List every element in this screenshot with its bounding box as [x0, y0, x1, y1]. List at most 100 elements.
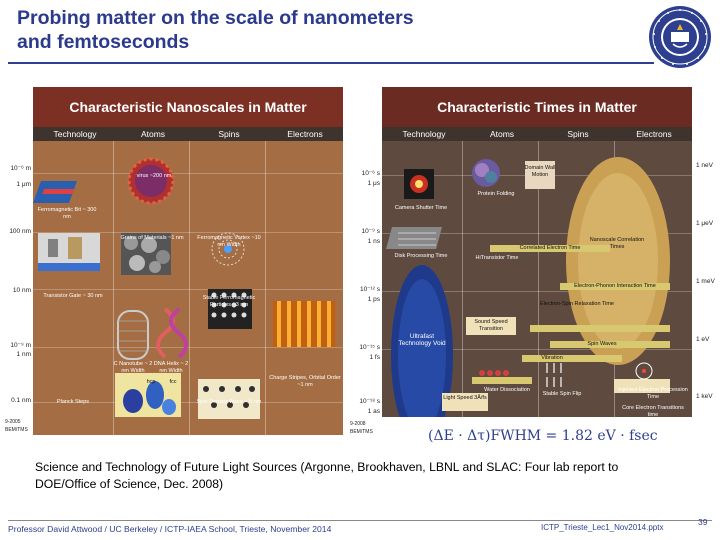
footer-filename: ICTP_Trieste_Lec1_Nov2014.pptx: [541, 523, 664, 532]
footer-rule: [8, 520, 712, 521]
grid-line: [538, 141, 539, 417]
label-light-speed: Light Speed 3Å/fs: [443, 395, 487, 401]
label-electron-spin: Electron-Spin Relaxation Time: [540, 301, 614, 307]
left-axis-100nm: 100 nm: [9, 228, 31, 235]
slide-title-line2: and femtoseconds: [17, 31, 190, 53]
label-water-dissociation: Water Dissociation: [484, 387, 530, 393]
label-precession: Injected Electron Precession Time: [618, 387, 688, 400]
right-axis-1us: 1 μs: [367, 180, 380, 187]
times-col-spins: Spins: [567, 129, 589, 139]
grid-line: [33, 173, 343, 174]
nanoscales-col-atoms: Atoms: [140, 129, 166, 139]
label-hcp: hcp: [146, 379, 156, 385]
label-ultrafast-void: Ultrafast Technology Void: [398, 333, 446, 347]
label-protein-folding: Protein Folding: [477, 191, 515, 197]
nanoscales-col-technology: Technology: [53, 129, 97, 139]
grid-line: [382, 233, 692, 234]
nanoscales-col-electrons: Electrons: [287, 129, 323, 139]
arrow-bar: [560, 283, 670, 290]
times-header-bar: [382, 127, 692, 141]
right-axis-1fs: 1 fs: [369, 354, 380, 361]
right-axis-1e-18s: 10⁻¹⁸ s: [359, 398, 380, 405]
right-credit: 9-2008 BEM/TMS: [350, 421, 373, 435]
left-axis-1nm: 1 nm: [16, 351, 31, 358]
footer-author: Professor David Attwood / UC Berkeley / …: [8, 524, 332, 534]
label-grains: Grains of Materials ~1 nm: [120, 235, 184, 241]
right-axis-1ns: 1 ns: [367, 238, 380, 245]
grid-line: [113, 141, 114, 435]
grid-line: [33, 402, 343, 403]
arrow-bar: [550, 341, 670, 348]
arrow-bar: [522, 355, 622, 362]
label-disk-processing: Disk Processing Time: [394, 253, 448, 259]
right-axis-1ps: 1 ps: [367, 296, 380, 303]
label-electron-phonon: Electron-Phonon Interaction Time: [574, 283, 656, 289]
grid-line: [33, 289, 343, 290]
left-axis-1um: 1 μm: [16, 181, 31, 188]
label-fcc: fcc: [169, 379, 177, 385]
arrow-bar: [472, 377, 532, 384]
label-correlated-electron: Correlated Electron Time: [519, 245, 581, 251]
page-number: 39: [698, 517, 708, 527]
uncertainty-formula: (ΔE · Δτ)FWHM = 1.82 eV · fsec: [428, 428, 658, 444]
label-core-electron: Core Electron Transitions time: [622, 405, 684, 417]
slide-title-line1: Probing matter on the scale of nanometer…: [17, 7, 414, 29]
uc-berkeley-seal-icon: [649, 6, 711, 68]
left-credit: 9-2005 BEM/TMS: [5, 419, 28, 433]
label-nanoscale-correlation: Nanoscale Correlation Times: [589, 237, 645, 250]
label-ferromagnetic-bit: Ferromagnetic Bit ~ 300 nm: [37, 207, 97, 220]
nanoscales-panel: Characteristic Nanoscales in Matter Tech…: [33, 87, 343, 435]
label-nanotube: C Nanotube ~ 2 nm Width: [113, 361, 153, 374]
label-transistor: Transistor Gate ~ 30 nm: [43, 293, 103, 299]
label-vibration: Vibration: [541, 355, 563, 361]
grid-line: [189, 141, 190, 435]
left-axis-1e-6m: 10⁻⁶ m: [10, 165, 31, 172]
grid-line: [33, 232, 343, 233]
left-axis-1e-9m: 10⁻⁹ m: [10, 342, 31, 349]
grid-line: [382, 291, 692, 292]
grid-line: [382, 349, 692, 350]
label-planck-steps: Planck Steps: [56, 399, 90, 405]
grid-line: [33, 347, 343, 348]
nanoscales-col-spins: Spins: [218, 129, 240, 139]
grid-line: [462, 141, 463, 417]
energy-axis-1ueV: 1 μeV: [696, 220, 714, 227]
grid-line: [265, 141, 266, 435]
times-col-technology: Technology: [402, 129, 446, 139]
label-sound-speed: Sound Speed Transition: [474, 319, 508, 332]
right-axis-1e-9s: 10⁻⁹ s: [361, 228, 380, 235]
label-virus: virus ~200 nm: [136, 173, 172, 179]
label-dna: DNA Helix ~ 2 nm Width: [153, 361, 189, 374]
energy-axis-1neV: 1 neV: [696, 162, 713, 169]
label-stable-particles: Stable Ferromagnetic Particles ~3 nm: [202, 295, 256, 308]
label-vortex: Ferromagnetic Vortex ~10 nm Width: [197, 235, 261, 248]
label-camera-shutter: Camera Shutter Time: [394, 205, 448, 211]
label-hitransistor: HiTransistor Time: [475, 255, 519, 261]
times-col-atoms: Atoms: [489, 129, 515, 139]
times-title: Characteristic Times in Matter: [382, 87, 692, 127]
times-col-electrons: Electrons: [636, 129, 672, 139]
nanoscales-header-bar: [33, 127, 343, 141]
label-charge-stripes: Charge Stripes, Orbital Order ~1 nm: [269, 375, 341, 388]
left-axis-0.1nm: 0.1 nm: [11, 397, 31, 404]
energy-axis-1eV: 1 eV: [696, 336, 710, 343]
arrow-bar: [490, 245, 610, 252]
slide-title: Probing matter on the scale of nanometer…: [17, 6, 617, 54]
nanoscales-imagery: [33, 157, 335, 419]
label-spin-density: Spin Density Wave ~ 5 nm: [196, 399, 262, 405]
label-domain-wall: Domain Wall Motion: [524, 165, 556, 178]
nanoscales-title: Characteristic Nanoscales in Matter: [33, 87, 343, 127]
title-rule: [8, 62, 654, 64]
right-axis-1e-15s: 10⁻¹⁵ s: [359, 344, 380, 351]
times-imagery: [386, 157, 670, 417]
right-axis-1e-6s: 10⁻⁶ s: [361, 170, 380, 177]
left-axis-10nm: 10 nm: [12, 287, 31, 294]
energy-axis-1keV: 1 keV: [696, 393, 713, 400]
label-spin-waves: Spin Waves: [587, 341, 617, 347]
times-panel: Characteristic Times in Matter Technolog…: [382, 87, 692, 417]
label-spin-flip: Stable Spin Flip: [542, 391, 582, 397]
right-axis-1e-12s: 10⁻¹² s: [359, 286, 380, 293]
figure-caption: Science and Technology of Future Light S…: [35, 460, 619, 491]
arrow-bar: [530, 325, 670, 332]
energy-axis-1meV: 1 meV: [696, 278, 715, 285]
